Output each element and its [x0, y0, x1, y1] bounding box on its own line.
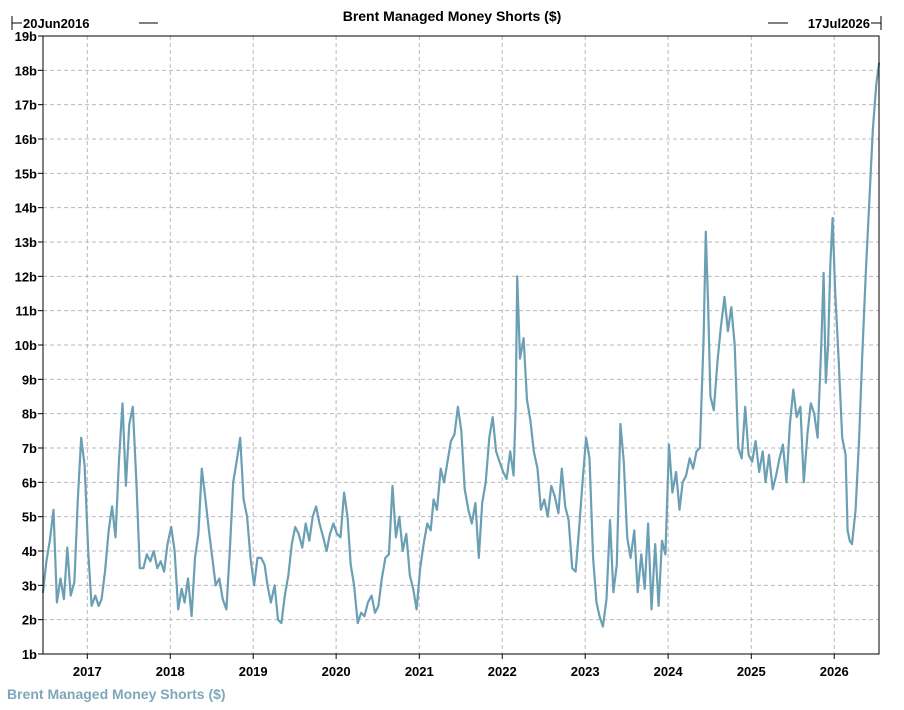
x-tick-label: 2026 — [820, 664, 849, 679]
y-tick-label: 8b — [22, 407, 37, 422]
x-tick-label: 2020 — [322, 664, 351, 679]
y-tick-label: 2b — [22, 613, 37, 628]
range-end-label: 17Jul2026 — [808, 16, 870, 31]
y-tick-label: 5b — [22, 510, 37, 525]
y-tick-label: 6b — [22, 475, 37, 490]
y-tick-label: 15b — [15, 166, 37, 181]
y-tick-label: 11b — [15, 304, 37, 319]
chart-title: Brent Managed Money Shorts ($) — [343, 8, 562, 24]
y-tick-label: 4b — [22, 544, 37, 559]
range-start-marker: 20Jun2016 — [11, 16, 158, 31]
x-axis: 2017 2018 2019 2020 2021 2022 2023 2024 2025 2026 — [73, 654, 849, 679]
y-tick-label: 7b — [22, 441, 37, 456]
gridlines — [43, 36, 879, 654]
y-tick-label: 10b — [15, 338, 37, 353]
x-tick-label: 2018 — [156, 664, 185, 679]
y-tick-label: 18b — [15, 63, 37, 78]
y-tick-label: 14b — [15, 201, 37, 216]
range-start-label: 20Jun2016 — [23, 16, 90, 31]
x-tick-label: 2019 — [239, 664, 268, 679]
range-end-marker: 17Jul2026 — [768, 16, 882, 31]
x-tick-label: 2023 — [571, 664, 600, 679]
y-tick-label: 19b — [15, 29, 37, 44]
y-tick-label: 17b — [15, 98, 37, 113]
plot-frame — [42, 35, 880, 655]
x-tick-label: 2024 — [654, 664, 684, 679]
series-line — [41, 62, 881, 628]
y-axis: 1b 2b 3b 4b 5b 6b 7b 8b 9b 10b 11b 12b 13b 14b 15b 16b 1… — [15, 29, 43, 662]
y-tick-label: 12b — [15, 269, 37, 284]
y-tick-label: 16b — [15, 132, 37, 147]
y-tick-label: 3b — [22, 578, 37, 593]
legend-entry: Brent Managed Money Shorts ($) — [7, 686, 226, 702]
x-tick-label: 2022 — [488, 664, 517, 679]
y-tick-label: 9b — [22, 372, 37, 387]
y-tick-label: 1b — [22, 647, 37, 662]
x-tick-label: 2017 — [73, 664, 102, 679]
x-tick-label: 2021 — [405, 664, 434, 679]
x-tick-label: 2025 — [737, 664, 766, 679]
y-tick-label: 13b — [15, 235, 37, 250]
